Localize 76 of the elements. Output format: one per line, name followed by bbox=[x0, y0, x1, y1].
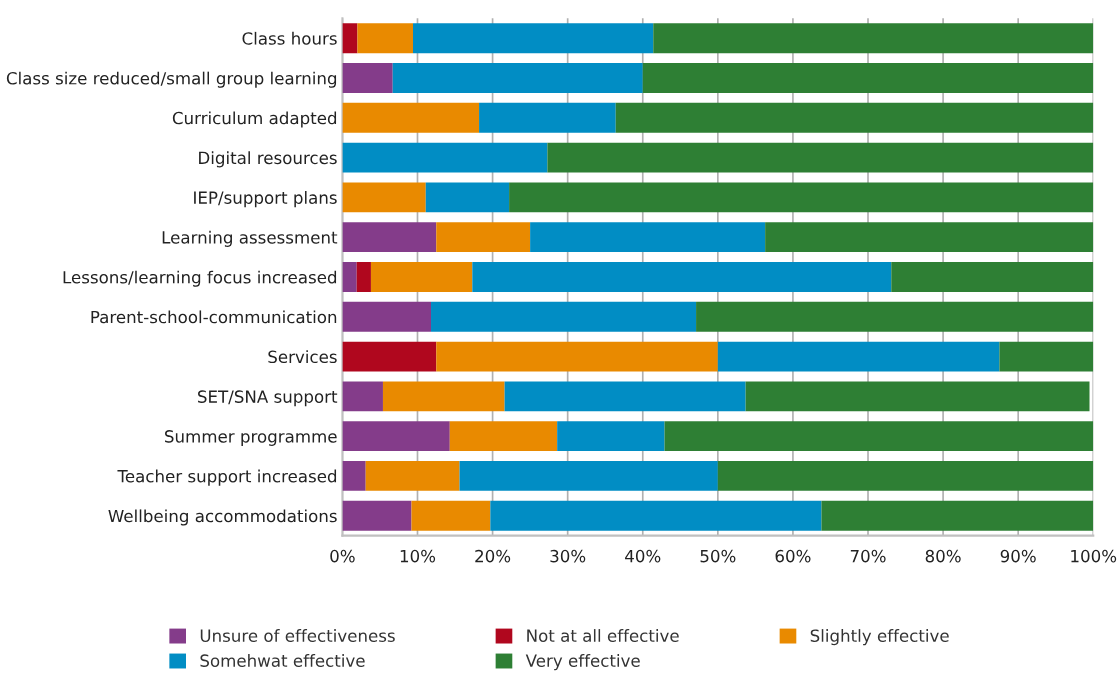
bar bbox=[425, 182, 510, 213]
y-tick-label: Curriculum adapted bbox=[172, 111, 337, 128]
bar bbox=[891, 262, 1094, 292]
bar bbox=[342, 461, 366, 491]
x-tick-label: 40% bbox=[625, 549, 661, 563]
y-tick-label: Services bbox=[268, 350, 337, 364]
x-tick-label: 20% bbox=[475, 549, 511, 563]
bar bbox=[342, 301, 432, 332]
bar bbox=[664, 421, 1094, 452]
bar bbox=[342, 222, 437, 253]
bar bbox=[547, 142, 1094, 173]
bar bbox=[717, 461, 1094, 491]
y-tick-label: Wellbeing accommodations bbox=[108, 509, 337, 526]
legend-label: Unsure of effectiveness bbox=[200, 629, 395, 642]
bar bbox=[342, 63, 393, 93]
bar bbox=[342, 142, 548, 173]
x-tick-label: 10% bbox=[400, 549, 436, 563]
bar bbox=[504, 381, 746, 412]
bar bbox=[653, 23, 1094, 54]
y-tick-label: Parent-school-communication bbox=[91, 310, 337, 324]
y-tick-label: Class size reduced/small group learning bbox=[6, 71, 337, 88]
bar bbox=[365, 461, 460, 491]
bar bbox=[342, 421, 450, 452]
bar bbox=[436, 222, 531, 253]
bar bbox=[392, 63, 643, 93]
bar bbox=[479, 102, 616, 133]
y-tick-label: Lessons/learning focus increased bbox=[63, 270, 337, 287]
bar bbox=[472, 262, 892, 292]
bar bbox=[530, 222, 766, 253]
y-tick-label: SET/SNA support bbox=[198, 390, 338, 407]
bar bbox=[642, 63, 1094, 93]
bar bbox=[765, 222, 1094, 253]
x-tick-label: 100% bbox=[1071, 549, 1117, 563]
bar bbox=[745, 381, 1090, 412]
y-tick-label: IEP/support plans bbox=[194, 191, 337, 208]
x-tick-label: 80% bbox=[925, 549, 961, 563]
bar bbox=[342, 341, 437, 372]
bar bbox=[436, 341, 718, 372]
bar bbox=[411, 500, 491, 531]
bar bbox=[431, 301, 697, 332]
bar bbox=[342, 102, 480, 133]
legend-label: Very effective bbox=[525, 654, 640, 671]
x-tick-label: 70% bbox=[850, 549, 886, 563]
bar bbox=[821, 500, 1094, 531]
y-tick-label: Teacher support increased bbox=[117, 469, 337, 486]
bar bbox=[490, 500, 822, 531]
legend-label: Slightly effective bbox=[810, 629, 949, 646]
bar bbox=[999, 341, 1094, 372]
bar bbox=[370, 262, 473, 292]
bar bbox=[357, 23, 413, 54]
x-tick-label: 90% bbox=[1000, 549, 1036, 563]
bar bbox=[449, 421, 558, 452]
bar bbox=[342, 262, 357, 292]
legend-label: Not at all effective bbox=[527, 629, 679, 642]
x-tick-label: 30% bbox=[550, 549, 586, 563]
bar bbox=[509, 182, 1094, 213]
bar bbox=[356, 262, 371, 292]
y-tick-label: Digital resources bbox=[199, 151, 337, 168]
bar bbox=[382, 381, 505, 412]
bar bbox=[342, 381, 383, 412]
bar bbox=[342, 23, 358, 54]
y-tick-label: Summer programme bbox=[165, 430, 337, 446]
x-tick-label: 0% bbox=[330, 549, 355, 563]
x-tick-label: 60% bbox=[775, 549, 811, 563]
y-tick-label: Class hours bbox=[242, 31, 337, 45]
bar bbox=[557, 421, 665, 452]
legend-label: Somehwat effective bbox=[200, 654, 365, 667]
bar bbox=[342, 500, 412, 531]
x-tick-label: 50% bbox=[700, 549, 736, 563]
y-tick-label: Learning assessment bbox=[162, 230, 338, 247]
bar bbox=[717, 341, 1000, 372]
bar bbox=[459, 461, 718, 491]
bar bbox=[696, 301, 1094, 332]
bar bbox=[342, 182, 426, 213]
bar bbox=[615, 102, 1094, 133]
bar bbox=[412, 23, 654, 54]
